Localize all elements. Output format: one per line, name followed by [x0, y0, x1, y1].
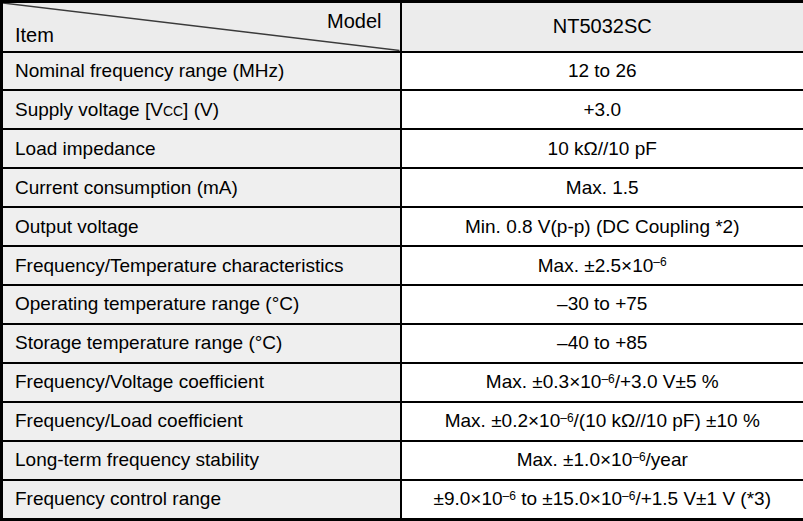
value-cell: –40 to +85	[401, 324, 803, 363]
value-cell: Max. ±1.0×10–6/year	[401, 441, 803, 480]
value-cell: +3.0	[401, 90, 803, 129]
table-row: Frequency/Load coefficientMax. ±0.2×10–6…	[2, 402, 803, 441]
corner-item-label: Item	[15, 24, 54, 46]
item-cell: Output voltage	[2, 207, 401, 246]
item-cell: Frequency control range	[2, 480, 401, 520]
table-row: Current consumption (mA)Max. 1.5	[2, 168, 803, 207]
corner-cell: Model Item	[2, 2, 401, 52]
spec-table: Model Item NT5032SC Nominal frequency ra…	[0, 0, 803, 521]
table-row: Frequency/Voltage coefficientMax. ±0.3×1…	[2, 363, 803, 402]
table-row: Load impedance10 kΩ//10 pF	[2, 129, 803, 168]
item-cell: Nominal frequency range (MHz)	[2, 52, 401, 91]
item-cell: Current consumption (mA)	[2, 168, 401, 207]
spec-rows-body: Nominal frequency range (MHz)12 to 26Sup…	[2, 52, 803, 520]
item-cell: Frequency/Voltage coefficient	[2, 363, 401, 402]
value-cell: 12 to 26	[401, 52, 803, 91]
table-row: Nominal frequency range (MHz)12 to 26	[2, 52, 803, 91]
value-cell: Min. 0.8 V(p-p) (DC Coupling *2)	[401, 207, 803, 246]
table-row: Output voltageMin. 0.8 V(p-p) (DC Coupli…	[2, 207, 803, 246]
value-cell: 10 kΩ//10 pF	[401, 129, 803, 168]
table-row: Frequency control range±9.0×10–6 to ±15.…	[2, 480, 803, 520]
item-cell: Storage temperature range (°C)	[2, 324, 401, 363]
item-cell: Supply voltage [VCC] (V)	[2, 90, 401, 129]
value-cell: Max. ±0.2×10–6/(10 kΩ//10 pF) ±10 %	[401, 402, 803, 441]
table-row: Operating temperature range (°C)–30 to +…	[2, 285, 803, 324]
value-cell: Max. 1.5	[401, 168, 803, 207]
item-cell: Load impedance	[2, 129, 401, 168]
item-cell: Operating temperature range (°C)	[2, 285, 401, 324]
item-cell: Long-term frequency stability	[2, 441, 401, 480]
value-cell: Max. ±0.3×10–6/+3.0 V±5 %	[401, 363, 803, 402]
item-cell: Frequency/Load coefficient	[2, 402, 401, 441]
table-row: Storage temperature range (°C)–40 to +85	[2, 324, 803, 363]
table-row: Frequency/Temperature characteristicsMax…	[2, 246, 803, 285]
table-row: Long-term frequency stabilityMax. ±1.0×1…	[2, 441, 803, 480]
value-cell: –30 to +75	[401, 285, 803, 324]
table-row: Supply voltage [VCC] (V)+3.0	[2, 90, 803, 129]
spec-sheet: Model Item NT5032SC Nominal frequency ra…	[0, 0, 803, 521]
header-row: Model Item NT5032SC	[2, 2, 803, 52]
value-cell: Max. ±2.5×10–6	[401, 246, 803, 285]
value-cell: ±9.0×10–6 to ±15.0×10–6/+1.5 V±1 V (*3)	[401, 480, 803, 520]
corner-model-label: Model	[327, 10, 381, 32]
model-header-cell: NT5032SC	[401, 2, 803, 52]
item-cell: Frequency/Temperature characteristics	[2, 246, 401, 285]
